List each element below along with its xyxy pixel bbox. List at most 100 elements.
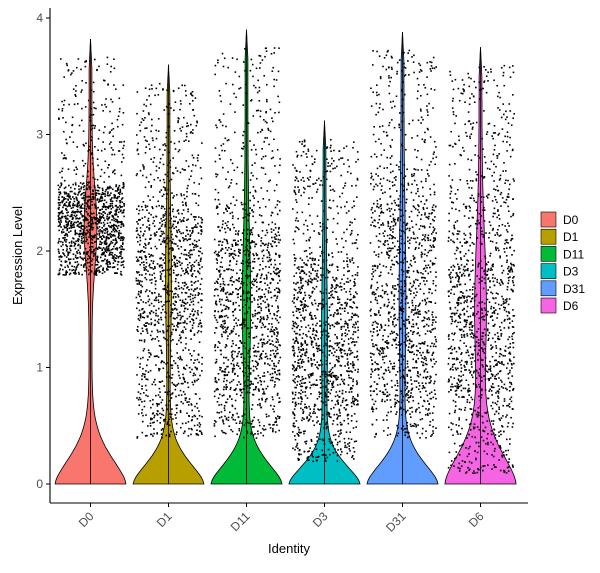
data-point — [161, 225, 163, 227]
data-point — [191, 404, 193, 406]
data-point — [75, 230, 77, 232]
data-point — [261, 327, 263, 329]
data-point — [190, 338, 192, 340]
data-point — [294, 260, 296, 262]
data-point — [301, 401, 303, 403]
data-point — [264, 326, 266, 328]
data-point — [58, 196, 60, 198]
data-point — [220, 286, 222, 288]
data-point — [276, 424, 278, 426]
data-point — [329, 306, 331, 308]
data-point — [350, 280, 352, 282]
data-point — [175, 296, 177, 298]
data-point — [219, 317, 221, 319]
data-point — [106, 232, 108, 234]
data-point — [341, 238, 343, 240]
data-point — [265, 173, 267, 175]
data-point — [321, 374, 323, 376]
data-point — [243, 319, 245, 321]
data-point — [65, 244, 67, 246]
data-point — [157, 414, 159, 416]
data-point — [82, 216, 84, 218]
data-point — [333, 420, 335, 422]
data-point — [329, 354, 331, 356]
data-point — [219, 301, 221, 303]
data-point — [175, 362, 177, 364]
data-point — [100, 176, 102, 178]
data-point — [334, 312, 336, 314]
data-point — [338, 159, 340, 161]
data-point — [264, 244, 266, 246]
data-point — [107, 57, 109, 59]
data-point — [188, 289, 190, 291]
data-point — [303, 378, 305, 380]
data-point — [185, 299, 187, 301]
data-point — [302, 177, 304, 179]
data-point — [214, 346, 216, 348]
data-point — [187, 211, 189, 213]
data-point — [307, 260, 309, 262]
data-point — [198, 232, 200, 234]
data-point — [275, 254, 277, 256]
data-point — [148, 352, 150, 354]
data-point — [276, 297, 278, 299]
data-point — [161, 189, 163, 191]
data-point — [253, 186, 255, 188]
data-point — [274, 334, 276, 336]
data-point — [347, 327, 349, 329]
data-point — [172, 247, 174, 249]
data-point — [191, 267, 193, 269]
data-point — [277, 282, 279, 284]
data-point — [123, 145, 125, 147]
data-point — [138, 153, 140, 155]
data-point — [173, 384, 175, 386]
data-point — [234, 374, 236, 376]
data-point — [144, 268, 146, 270]
data-point — [349, 442, 351, 444]
data-point — [73, 88, 75, 90]
data-point — [140, 292, 142, 294]
data-point — [178, 229, 180, 231]
data-point — [171, 356, 173, 358]
data-point — [225, 388, 227, 390]
data-point — [353, 141, 355, 143]
data-point — [83, 219, 85, 221]
data-point — [229, 255, 231, 257]
data-point — [91, 153, 93, 155]
data-point — [339, 441, 341, 443]
data-point — [141, 274, 143, 276]
data-point — [333, 160, 335, 162]
data-point — [305, 281, 307, 283]
data-point — [325, 424, 327, 426]
data-point — [110, 141, 112, 143]
data-point — [275, 366, 277, 368]
data-point — [216, 319, 218, 321]
data-point — [115, 221, 117, 223]
data-point — [261, 237, 263, 239]
data-point — [89, 215, 91, 217]
data-point — [305, 327, 307, 329]
data-point — [105, 191, 107, 193]
data-point — [249, 200, 251, 202]
data-point — [117, 198, 119, 200]
data-point — [228, 284, 230, 286]
data-point — [258, 55, 260, 57]
data-point — [60, 182, 62, 184]
data-point — [263, 318, 265, 320]
data-point — [246, 299, 248, 301]
data-point — [64, 267, 66, 269]
data-point — [259, 281, 261, 283]
data-point — [325, 376, 327, 378]
data-point — [241, 422, 243, 424]
data-point — [165, 317, 167, 319]
data-point — [81, 186, 83, 188]
data-point — [145, 239, 147, 241]
data-point — [231, 330, 233, 332]
data-point — [163, 164, 165, 166]
data-point — [58, 238, 60, 240]
data-point — [162, 428, 164, 430]
data-point — [216, 127, 218, 129]
data-point — [352, 341, 354, 343]
data-point — [270, 405, 272, 407]
data-point — [344, 446, 346, 448]
